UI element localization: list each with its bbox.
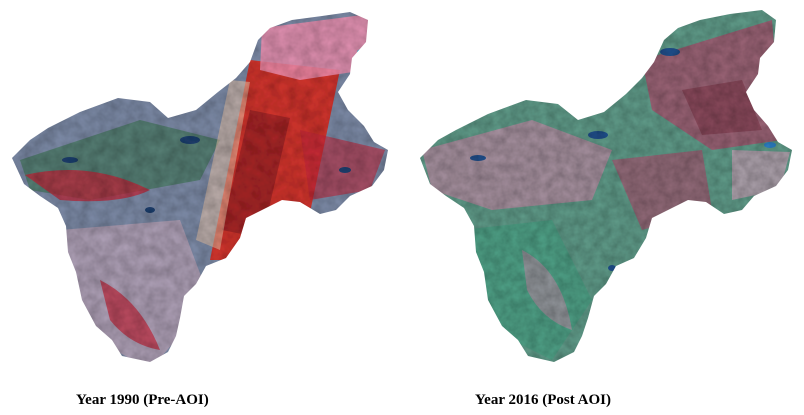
panel-2016: Year 2016 (Post AOI) [402,0,804,415]
panel-1990: Year 1990 (Pre-AOI) [12,12,388,408]
satellite-map-2016 [420,10,792,362]
caption-2016: Year 2016 (Post AOI) [475,392,611,408]
satellite-map-1990 [12,12,388,362]
caption-1990: Year 1990 (Pre-AOI) [76,392,209,408]
